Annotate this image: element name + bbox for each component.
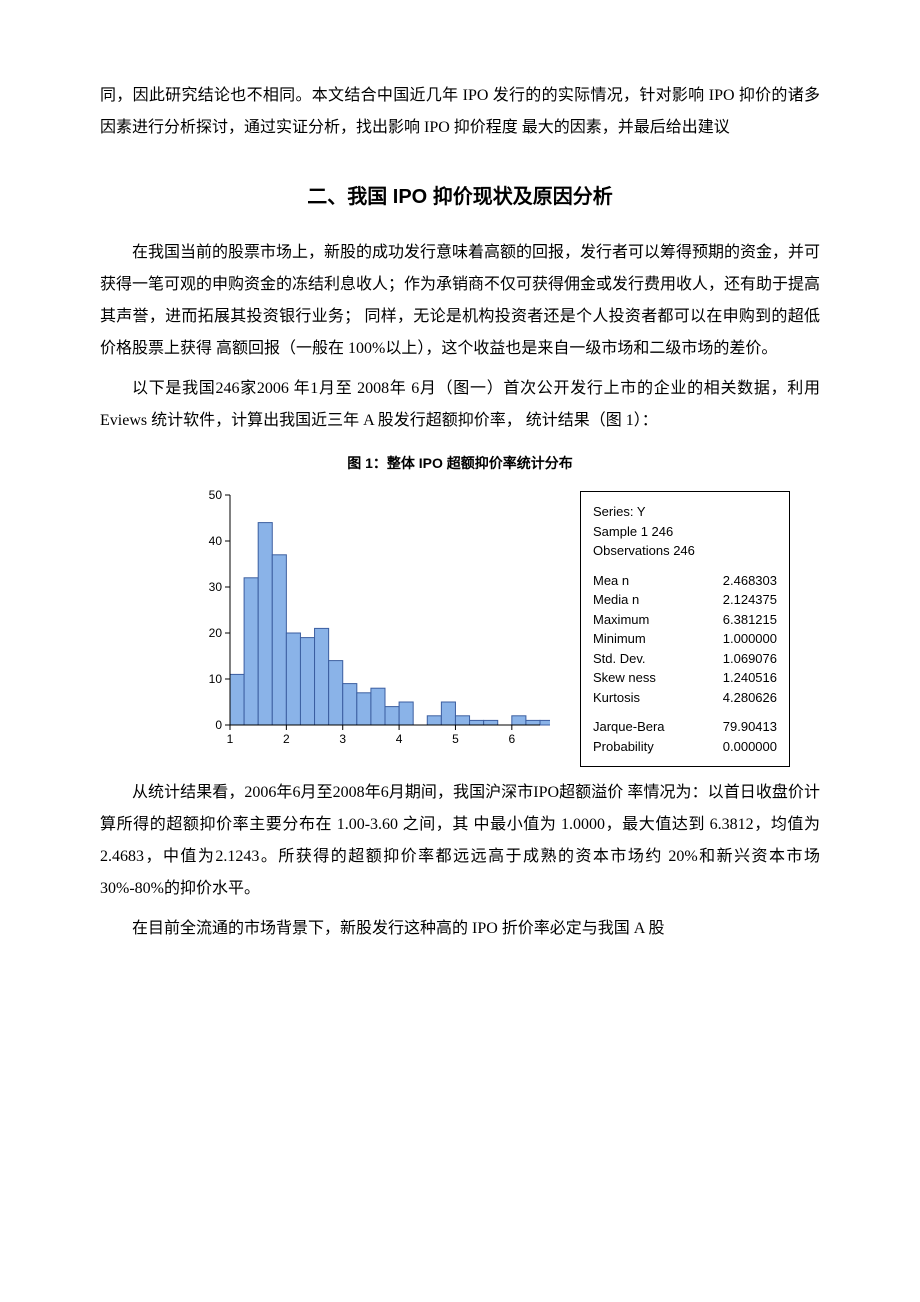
stats-panel: Series: Y Sample 1 246 Observations 246 … — [580, 491, 790, 767]
stats-value: 0.000000 — [723, 737, 777, 757]
stats-label: Probability — [593, 737, 654, 757]
stats-value: 2.468303 — [723, 571, 777, 591]
svg-text:20: 20 — [209, 626, 223, 640]
stats-row: Probability 0.000000 — [593, 737, 777, 757]
stats-row: Jarque-Bera 79.90413 — [593, 717, 777, 737]
histogram-chart: 0 10 20 30 40 50 1 2 3 4 5 6 — [190, 485, 550, 755]
stats-series: Series: Y — [593, 502, 777, 522]
body-paragraph-4: 在目前全流通的市场背景下，新股发行这种高的 IPO 折价率必定与我国 A 股 — [100, 913, 820, 945]
stats-row: Std. Dev. 1.069076 — [593, 649, 777, 669]
body-paragraph-1: 在我国当前的股票市场上，新股的成功发行意味着高额的回报，发行者可以筹得预期的资金… — [100, 237, 820, 365]
stats-row: Kurtosis 4.280626 — [593, 688, 777, 708]
stats-row: Media n 2.124375 — [593, 590, 777, 610]
stats-row: Maximum 6.381215 — [593, 610, 777, 630]
svg-text:0: 0 — [215, 718, 222, 732]
stats-label: Mea n — [593, 571, 629, 591]
body-paragraph-3: 从统计结果看，2006年6月至2008年6月期间，我国沪深市IPO超额溢价 率情… — [100, 777, 820, 905]
section-title: 二、我国 IPO 抑价现状及原因分析 — [100, 180, 820, 209]
stats-value: 1.000000 — [723, 629, 777, 649]
stats-label: Std. Dev. — [593, 649, 646, 669]
stats-value: 1.069076 — [723, 649, 777, 669]
svg-text:2: 2 — [283, 732, 290, 746]
stats-row: Mea n 2.468303 — [593, 571, 777, 591]
stats-label: Maximum — [593, 610, 649, 630]
stats-label: Skew ness — [593, 668, 656, 688]
svg-text:1: 1 — [227, 732, 234, 746]
stats-value: 79.90413 — [723, 717, 777, 737]
svg-text:30: 30 — [209, 580, 223, 594]
stats-value: 1.240516 — [723, 668, 777, 688]
stats-label: Media n — [593, 590, 639, 610]
stats-label: Jarque-Bera — [593, 717, 665, 737]
stats-observations: Observations 246 — [593, 541, 777, 561]
body-paragraph-2: 以下是我国246家2006 年1月至 2008年 6月（图一）首次公开发行上市的… — [100, 373, 820, 437]
stats-label: Minimum — [593, 629, 646, 649]
stats-row: Skew ness 1.240516 — [593, 668, 777, 688]
stats-row: Minimum 1.000000 — [593, 629, 777, 649]
stats-value: 4.280626 — [723, 688, 777, 708]
svg-text:40: 40 — [209, 534, 223, 548]
svg-text:5: 5 — [452, 732, 459, 746]
figure-caption: 图 1：整体 IPO 超额抑价率统计分布 — [100, 453, 820, 473]
stats-value: 6.381215 — [723, 610, 777, 630]
stats-label: Kurtosis — [593, 688, 640, 708]
svg-text:10: 10 — [209, 672, 223, 686]
svg-text:6: 6 — [508, 732, 515, 746]
stats-sample: Sample 1 246 — [593, 522, 777, 542]
intro-paragraph: 同，因此研究结论也不相同。本文结合中国近几年 IPO 发行的的实际情况，针对影响… — [100, 80, 820, 144]
figure-1: 0 10 20 30 40 50 1 2 3 4 5 6 Series: Y Sample 1 246… — [160, 485, 820, 767]
svg-text:50: 50 — [209, 488, 223, 502]
stats-value: 2.124375 — [723, 590, 777, 610]
svg-text:3: 3 — [339, 732, 346, 746]
svg-text:4: 4 — [396, 732, 403, 746]
